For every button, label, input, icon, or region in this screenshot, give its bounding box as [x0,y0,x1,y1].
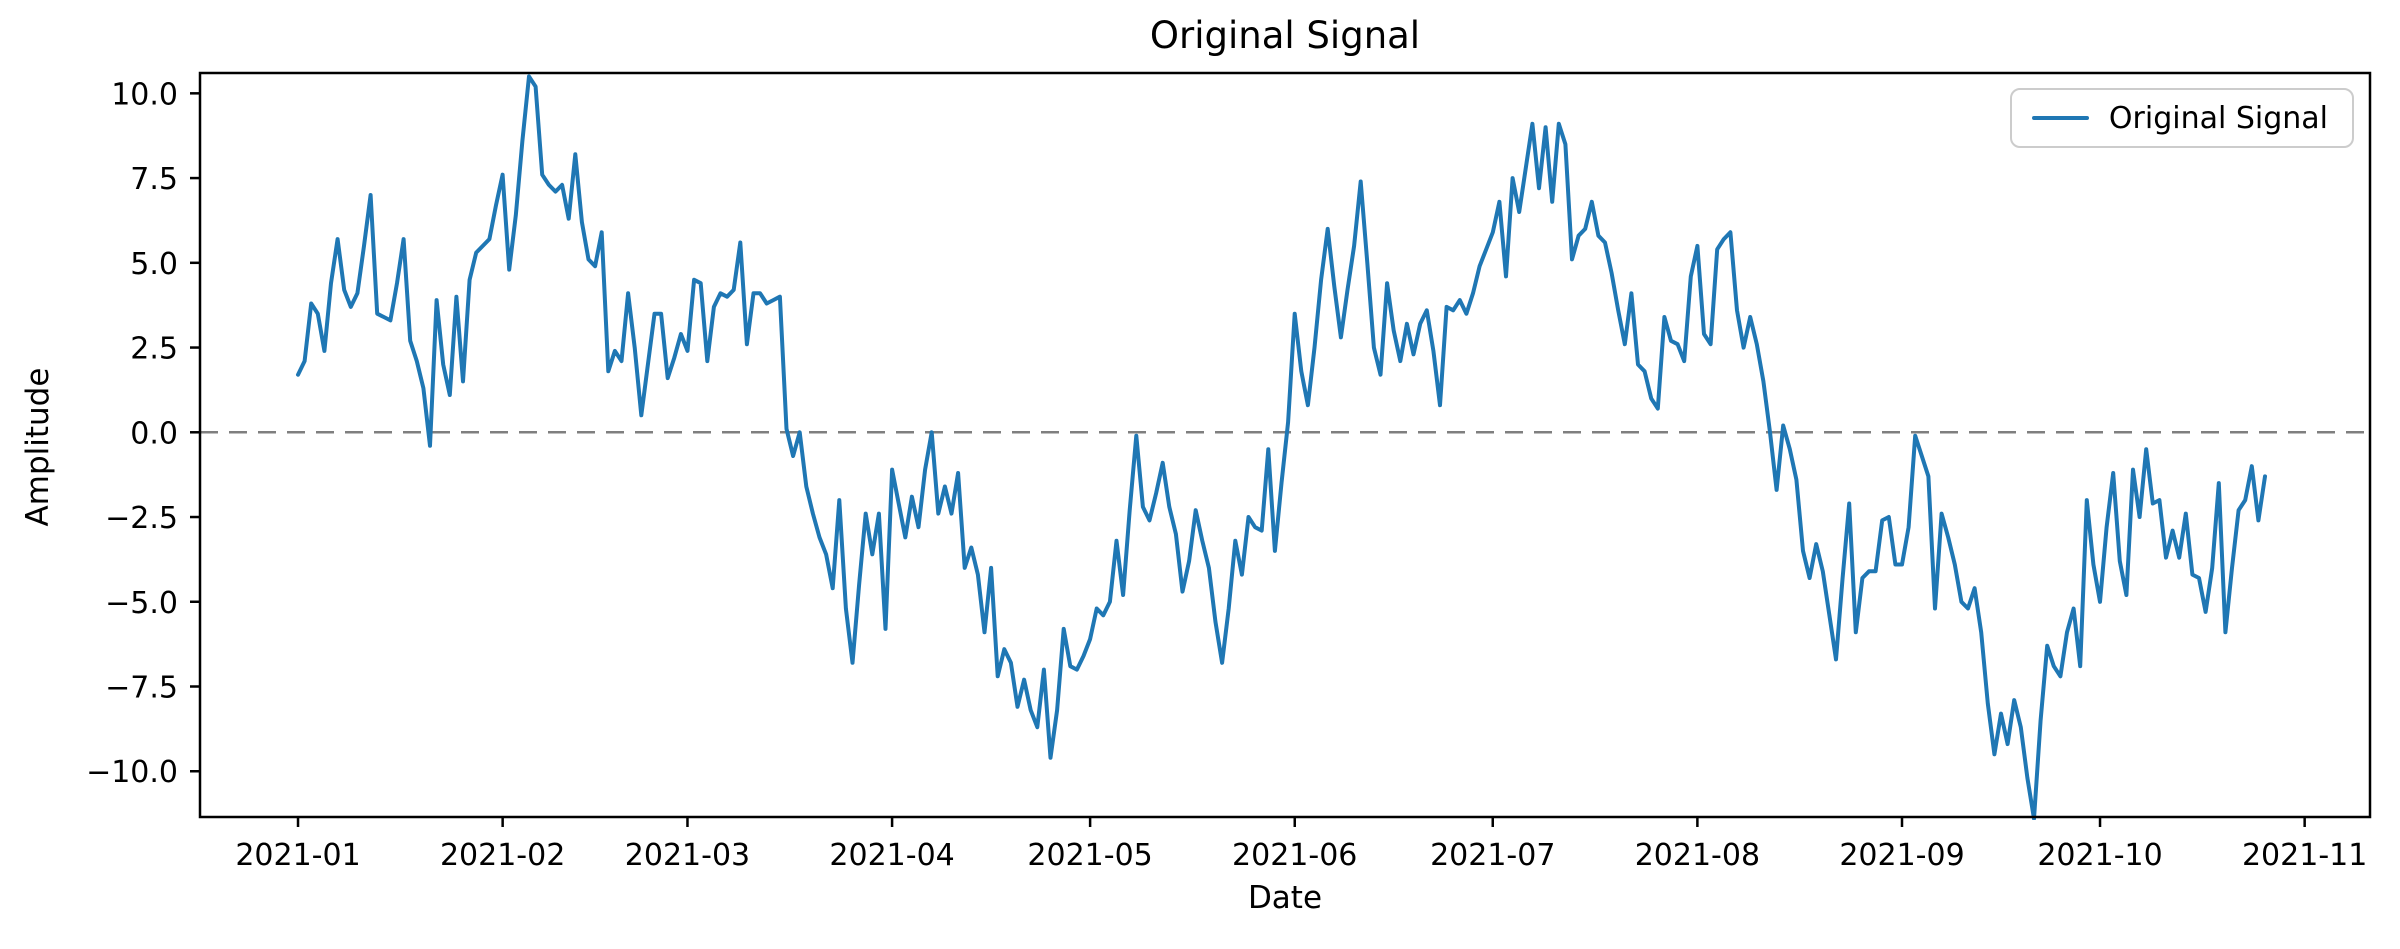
series-line-original-signal [296,74,2267,820]
y-tick-label: −7.5 [105,671,178,706]
x-tick-label: 2021-08 [1635,838,1760,873]
x-tick-label: 2021-09 [1839,838,1964,873]
x-tick-label: 2021-02 [440,838,565,873]
x-tick-label: 2021-11 [2242,838,2367,873]
x-tick-label: 2021-04 [829,838,954,873]
x-tick-label: 2021-03 [625,838,750,873]
y-tick-label: 0.0 [130,416,178,451]
y-tick-label: −5.0 [105,586,178,621]
x-tick-label: 2021-07 [1430,838,1555,873]
x-axis-label: Date [1247,880,1323,916]
y-tick-label: 2.5 [130,332,178,367]
y-tick-label: 10.0 [111,77,178,112]
y-tick-label: 7.5 [130,162,178,197]
plot-spines [198,71,2372,819]
y-tick-label: −2.5 [105,501,178,536]
legend: Original Signal [2009,88,2354,148]
x-tick-label: 2021-05 [1027,838,1152,873]
y-axis-label: Amplitude [20,367,56,527]
x-tick-label: 2021-06 [1232,838,1357,873]
x-tick-label: 2021-10 [2037,838,2162,873]
legend-label: Original Signal [2108,100,2328,136]
legend-line-swatch [2031,115,2089,121]
x-tick-label: 2021-01 [235,838,360,873]
y-tick-label: 5.0 [130,247,178,282]
chart-title: Original Signal [1149,14,1421,57]
y-tick-label: −10.0 [86,755,178,790]
